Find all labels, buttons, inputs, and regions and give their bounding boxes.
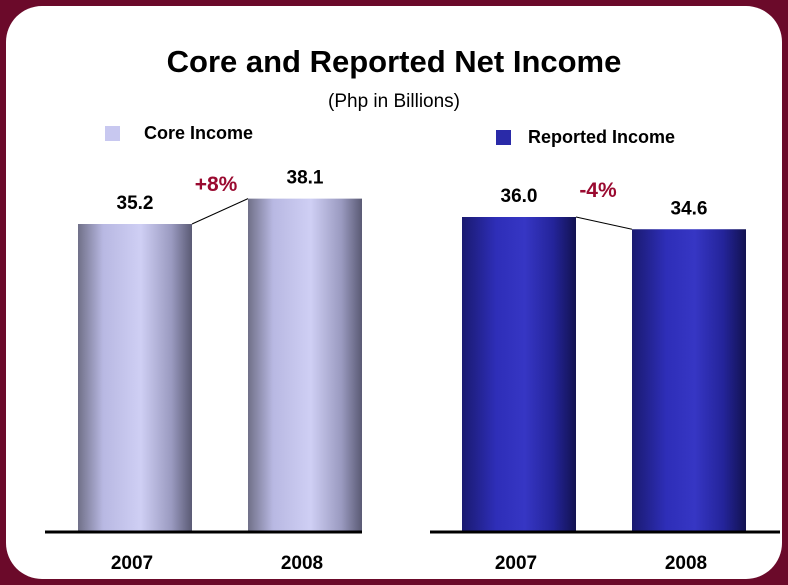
change-label-reported: -4%: [579, 179, 617, 202]
data-label-reported-2008: 34.6: [671, 198, 708, 219]
connector-line-core: [191, 198, 249, 225]
x-tick-reported-2007: 2007: [495, 553, 537, 574]
legend-reported-income: Reported Income: [496, 127, 675, 148]
x-tick-core-2007: 2007: [111, 553, 153, 574]
legend-swatch-reported: [496, 130, 511, 145]
x-tick-reported-2008: 2008: [665, 553, 707, 574]
legend-core-income: Core Income: [105, 123, 253, 144]
bar-reported-2008: [632, 229, 746, 532]
change-label-core: +8%: [195, 173, 238, 196]
data-label-core-2007: 35.2: [117, 193, 154, 214]
bar-core-2008: [248, 198, 362, 532]
data-label-core-2008: 38.1: [287, 168, 324, 189]
bar-core-2007: [78, 224, 192, 532]
connector-line-reported: [575, 216, 633, 230]
data-label-reported-2007: 36.0: [501, 186, 538, 207]
x-tick-core-2008: 2008: [281, 553, 323, 574]
legend-label-reported: Reported Income: [528, 127, 676, 147]
chart-subtitle: (Php in Billions): [328, 91, 460, 112]
legend-swatch-core: [105, 126, 120, 141]
bar-reported-2007: [462, 217, 576, 532]
legend-label-core: Core Income: [144, 123, 254, 143]
chart-title: Core and Reported Net Income: [166, 44, 622, 79]
